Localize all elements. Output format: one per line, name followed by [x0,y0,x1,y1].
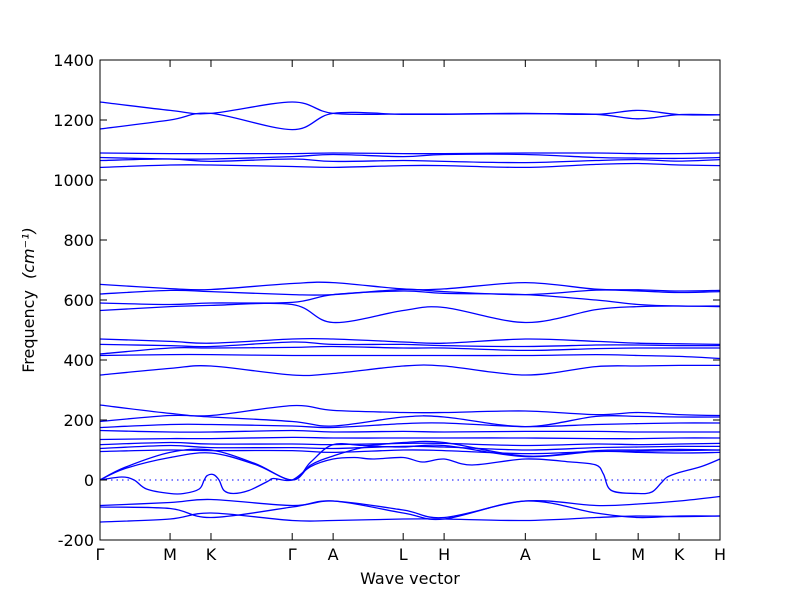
bands [99,101,721,523]
band-line-26 [99,456,721,495]
y-tick-label: 800 [63,231,94,250]
band-line-12 [99,341,721,348]
x-tick-label: Γ [288,545,297,564]
band-line-6 [99,162,721,169]
band-line-10 [99,302,721,324]
band-line-3 [99,152,721,155]
band-line-23 [99,449,721,455]
x-tick-label: K [674,545,685,564]
y-tick-label: 1400 [53,51,94,70]
x-tick-label: H [438,545,450,564]
plot-frame [99,59,721,541]
y-tick-label: 1200 [53,111,94,130]
y-axis-label-text: Frequency [19,290,38,373]
y-axis-label: Frequency (cm⁻¹) [19,227,38,372]
band-line-14 [99,353,721,360]
x-tick-label: H [714,545,726,564]
band-line-29 [99,512,721,523]
band-line-28 [99,500,721,521]
band-line-4 [99,153,721,160]
band-line-11 [99,337,721,346]
y-ticks: -200 0 200 400 600 800 1000 1200 1400 [53,51,720,550]
band-line-19 [99,429,720,433]
band-line-18 [99,422,721,429]
band-line-13 [99,345,720,355]
x-axis-label: Wave vector [360,569,460,588]
y-tick-label: 0 [84,471,94,490]
y-tick-label: -200 [58,531,94,550]
band-line-9 [99,290,721,307]
band-line-20 [99,436,721,441]
y-axis-label-unit: (cm⁻¹) [19,227,38,279]
band-line-21 [99,441,721,447]
x-tick-label: A [328,545,339,564]
x-tick-label: M [163,545,177,564]
x-tick-label: Γ [96,545,105,564]
y-tick-label: 400 [63,351,94,370]
x-tick-label: K [206,545,217,564]
band-line-15 [99,364,721,377]
y-tick-label: 200 [63,411,94,430]
band-line-2 [99,101,721,116]
band-line-24 [99,440,721,481]
band-line-16 [99,404,721,417]
band-line-17 [99,414,721,428]
x-tick-label: A [520,545,531,564]
band-line-25 [99,444,721,481]
x-tick-label: L [399,545,408,564]
y-tick-label: 1000 [53,171,94,190]
y-tick-label: 600 [63,291,94,310]
band-line-22 [99,444,721,451]
band-line-27 [99,495,721,519]
band-line-5 [99,158,721,164]
band-line-1 [99,111,721,131]
band-line-8 [99,288,721,296]
x-tick-label: L [592,545,601,564]
x-tick-label: M [631,545,645,564]
